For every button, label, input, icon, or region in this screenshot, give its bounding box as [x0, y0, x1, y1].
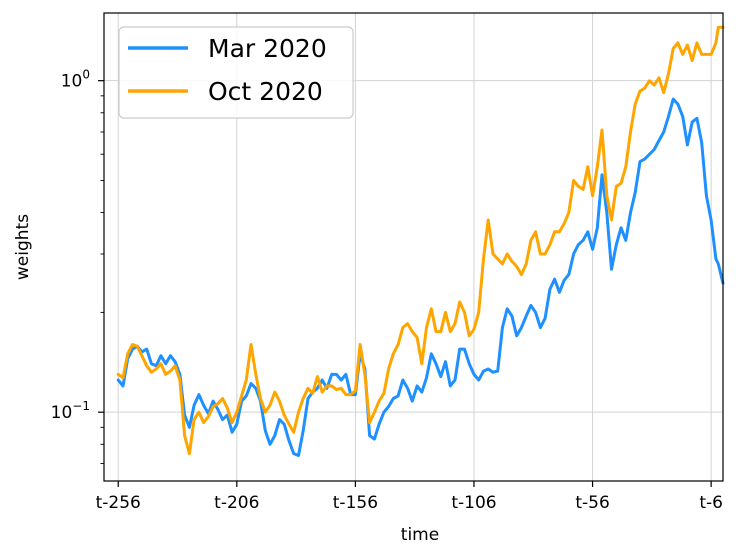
plot-frame	[103, 12, 724, 482]
y-axis-ticks: 10−1 100	[51, 68, 104, 464]
y-tick-label: 10−1	[51, 399, 90, 423]
legend: Mar 2020 Oct 2020	[118, 26, 354, 119]
x-tick-label: t-56	[575, 493, 609, 513]
x-axis-label: time	[401, 525, 439, 545]
legend-label-mar-2020: Mar 2020	[208, 34, 327, 63]
x-axis-ticks: t-256 t-206 t-156 t-106 t-56 t-6	[96, 481, 723, 513]
series-line-oct-2020	[116, 25, 725, 456]
x-tick-label: t-6	[699, 493, 723, 513]
series-line-mar-2020	[116, 97, 725, 457]
x-tick-label: t-156	[333, 493, 378, 513]
x-tick-label: t-256	[96, 493, 141, 513]
y-axis-label: weights	[13, 214, 33, 280]
x-tick-label: t-206	[214, 493, 259, 513]
y-tick-label: 100	[61, 68, 90, 92]
series-lines	[116, 25, 725, 457]
x-tick-label: t-106	[451, 493, 496, 513]
legend-label-oct-2020: Oct 2020	[208, 77, 323, 106]
